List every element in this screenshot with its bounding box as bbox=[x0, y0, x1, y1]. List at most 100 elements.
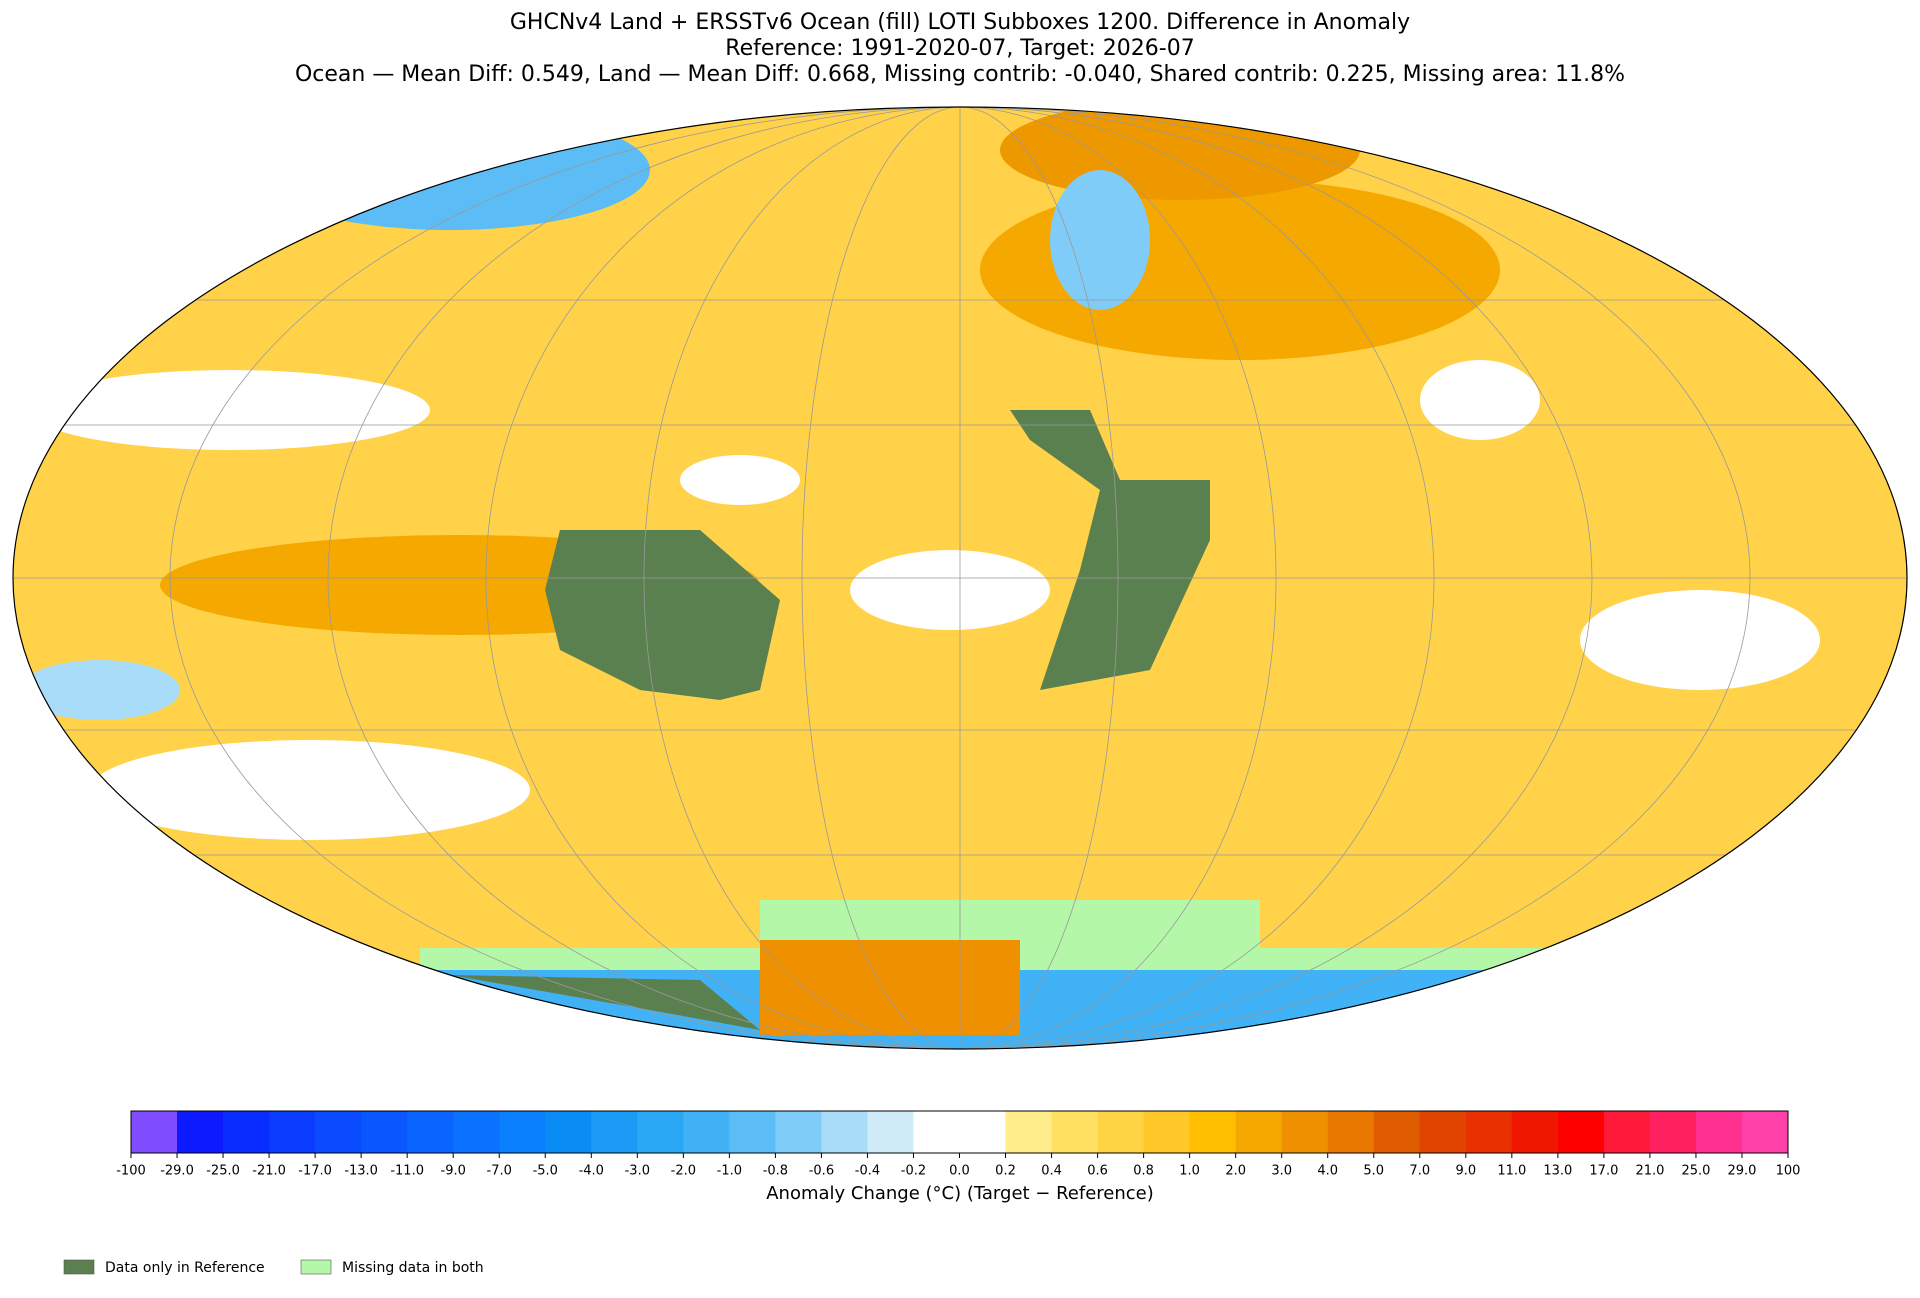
reference-only-region bbox=[1010, 410, 1210, 690]
colorbar-segment bbox=[1051, 1111, 1099, 1153]
tick-label: -0.2 bbox=[901, 1164, 926, 1179]
shade bbox=[1050, 170, 1150, 310]
colorbar-segment bbox=[1741, 1111, 1789, 1153]
colorbar-segment bbox=[1143, 1111, 1191, 1153]
shade bbox=[250, 110, 650, 230]
shade bbox=[30, 370, 430, 450]
colorbar-segment bbox=[591, 1111, 638, 1153]
tick-label: 4.0 bbox=[1317, 1164, 1338, 1179]
legend-label: Missing data in both bbox=[342, 1260, 484, 1276]
colorbar-segment bbox=[1649, 1111, 1697, 1153]
tick-label: -7.0 bbox=[487, 1164, 512, 1179]
tick-label: 0.0 bbox=[949, 1164, 970, 1179]
tick-label: -21.0 bbox=[252, 1164, 286, 1179]
colorbar-segment bbox=[1373, 1111, 1421, 1153]
tick-label: 100 bbox=[1776, 1164, 1801, 1179]
tick-label: -13.0 bbox=[344, 1164, 378, 1179]
colorbar-segment bbox=[223, 1111, 270, 1153]
colorbar-segment bbox=[177, 1111, 224, 1153]
tick-label: -25.0 bbox=[206, 1164, 240, 1179]
tick-label: 5.0 bbox=[1363, 1164, 1384, 1179]
colorbar-segment bbox=[361, 1111, 408, 1153]
shade bbox=[1000, 107, 1360, 200]
tick-label: 17.0 bbox=[1589, 1164, 1618, 1179]
tick-label: 3.0 bbox=[1271, 1164, 1292, 1179]
colorbar-segment bbox=[269, 1111, 316, 1153]
tick-label: 0.8 bbox=[1133, 1164, 1154, 1179]
reference-only-region bbox=[450, 975, 760, 1030]
colorbar-segment bbox=[1097, 1111, 1145, 1153]
tick-label: -0.8 bbox=[763, 1164, 788, 1179]
tick-label: 7.0 bbox=[1409, 1164, 1430, 1179]
colorbar-segment bbox=[1465, 1111, 1513, 1153]
tick-label: 29.0 bbox=[1727, 1164, 1756, 1179]
tick-label: -4.0 bbox=[579, 1164, 604, 1179]
colorbar-segment bbox=[1189, 1111, 1237, 1153]
map-border bbox=[12, 106, 1908, 1050]
shade bbox=[90, 740, 530, 840]
shade bbox=[1420, 360, 1540, 440]
graticule bbox=[13, 107, 1907, 1049]
tick-label: 0.2 bbox=[995, 1164, 1016, 1179]
shade bbox=[20, 660, 180, 720]
colorbar-segment bbox=[545, 1111, 592, 1153]
subtitle: Ocean — Mean Diff: 0.549, Land — Mean Di… bbox=[295, 62, 1625, 87]
tick-label: 2.0 bbox=[1225, 1164, 1246, 1179]
colorbar-segment bbox=[959, 1111, 1007, 1153]
subtitle: Reference: 1991-2020-07, Target: 2026-07 bbox=[725, 36, 1194, 61]
title: GHCNv4 Land + ERSSTv6 Ocean (fill) LOTI … bbox=[510, 10, 1410, 35]
legend-label: Data only in Reference bbox=[105, 1260, 265, 1276]
colorbar-label: Anomaly Change (°C) (Target − Reference) bbox=[766, 1183, 1154, 1204]
legend: Data only in Reference Missing data in bo… bbox=[63, 1259, 484, 1276]
tick-label: -11.0 bbox=[390, 1164, 424, 1179]
colorbar-segment bbox=[867, 1111, 914, 1153]
colorbar-segment bbox=[1511, 1111, 1559, 1153]
colorbar-segment bbox=[637, 1111, 684, 1153]
tick-label: -3.0 bbox=[625, 1164, 650, 1179]
colorbar-segment bbox=[1005, 1111, 1053, 1153]
tick-label: -9.0 bbox=[441, 1164, 466, 1179]
colorbar-segment bbox=[729, 1111, 776, 1153]
colorbar-segment bbox=[1557, 1111, 1605, 1153]
colorbar-segment bbox=[913, 1111, 960, 1153]
colorbar-segment bbox=[1603, 1111, 1651, 1153]
tick-label: -17.0 bbox=[298, 1164, 332, 1179]
tick-label: 1.0 bbox=[1179, 1164, 1200, 1179]
colorbar-segment bbox=[1281, 1111, 1329, 1153]
colorbar-segment bbox=[683, 1111, 730, 1153]
colorbar-segment bbox=[821, 1111, 868, 1153]
shade bbox=[1580, 590, 1820, 690]
reference-only-region bbox=[545, 530, 780, 700]
shade bbox=[850, 550, 1050, 630]
tick-label: 9.0 bbox=[1455, 1164, 1476, 1179]
colorbar-segment bbox=[1695, 1111, 1743, 1153]
tick-label: -0.6 bbox=[809, 1164, 834, 1179]
tick-label: -0.4 bbox=[855, 1164, 880, 1179]
tick-label: -29.0 bbox=[160, 1164, 194, 1179]
legend-patch bbox=[300, 1259, 332, 1275]
colorbar-segment bbox=[453, 1111, 500, 1153]
colorbar-segment bbox=[499, 1111, 546, 1153]
colorbar-segment bbox=[1419, 1111, 1467, 1153]
colorbar-segment bbox=[131, 1111, 178, 1153]
tick-label: 0.4 bbox=[1041, 1164, 1062, 1179]
colorbar-segment bbox=[315, 1111, 362, 1153]
tick-label: 11.0 bbox=[1497, 1164, 1526, 1179]
tick-label: 21.0 bbox=[1635, 1164, 1664, 1179]
map bbox=[13, 107, 1907, 1049]
tick-label: 0.6 bbox=[1087, 1164, 1108, 1179]
tick-label: 13.0 bbox=[1543, 1164, 1572, 1179]
colorbar-segment bbox=[775, 1111, 822, 1153]
tick-label: -1.0 bbox=[717, 1164, 742, 1179]
colorbar-segment bbox=[407, 1111, 454, 1153]
tick-label: -2.0 bbox=[671, 1164, 696, 1179]
tick-label: -5.0 bbox=[533, 1164, 558, 1179]
legend-patch bbox=[63, 1259, 95, 1275]
tick-label: -100 bbox=[116, 1164, 146, 1179]
colorbar-segment bbox=[1327, 1111, 1375, 1153]
tick-label: 25.0 bbox=[1681, 1164, 1710, 1179]
colorbar-segment bbox=[1235, 1111, 1283, 1153]
colorbar: -100 -29.0 -25.0 -21.0 -17.0 -13.0 -11.0 -9.0 -7… bbox=[116, 1110, 1801, 1179]
